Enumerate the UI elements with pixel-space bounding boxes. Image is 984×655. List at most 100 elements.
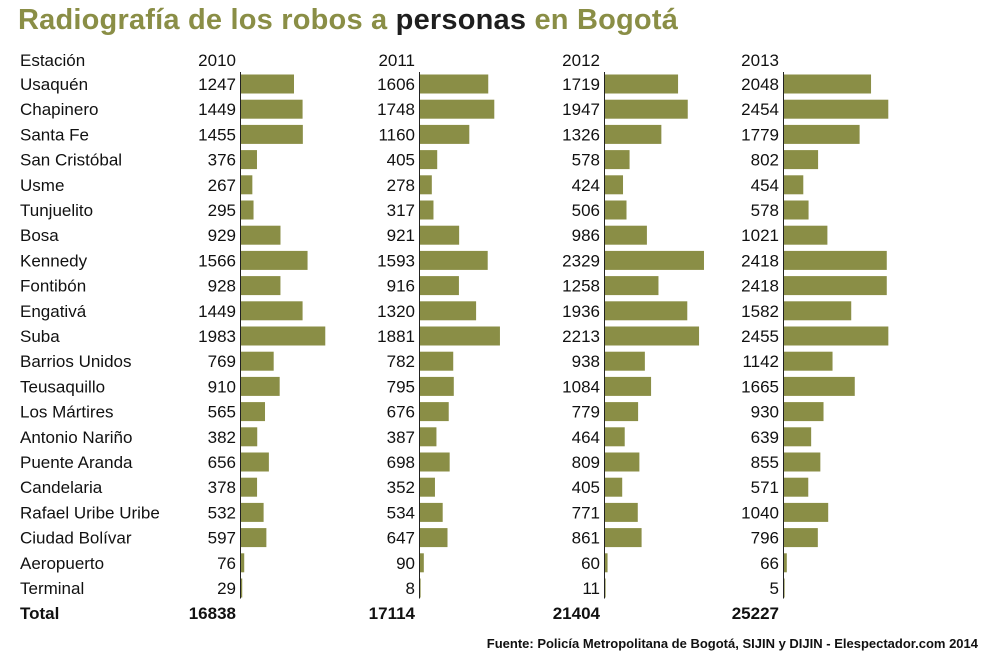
data-bar <box>241 175 253 195</box>
data-bar <box>420 528 448 548</box>
data-bar <box>605 175 624 195</box>
data-bar <box>241 402 266 422</box>
data-value-label: 376 <box>208 151 236 170</box>
data-bar <box>241 553 245 573</box>
series-year-label: 2011 <box>378 51 415 70</box>
category-label: Barrios Unidos <box>20 352 132 371</box>
data-value-label: 1258 <box>562 277 600 296</box>
data-value-label: 1160 <box>378 125 415 144</box>
series-total-value: 25227 <box>732 604 779 623</box>
category-label: Fontibón <box>20 277 86 296</box>
data-value-label: 1779 <box>741 125 779 144</box>
data-bar <box>420 376 454 396</box>
data-bar <box>784 427 812 447</box>
chart-title: Radiografía de los robos a personas en B… <box>18 4 678 37</box>
data-bar <box>420 578 421 598</box>
title-part-1: Radiografía de los robos a <box>18 4 396 36</box>
category-label: Suba <box>20 327 60 346</box>
data-value-label: 771 <box>572 503 600 522</box>
data-value-label: 802 <box>751 151 779 170</box>
data-bar <box>784 74 872 94</box>
category-label: Puente Aranda <box>20 453 133 472</box>
data-bar <box>420 477 435 497</box>
data-bar <box>605 99 688 119</box>
data-bar <box>605 225 647 245</box>
category-label: Santa Fe <box>20 125 89 144</box>
total-label: Total <box>20 604 59 623</box>
data-value-label: 861 <box>572 529 600 548</box>
data-value-label: 921 <box>387 226 415 245</box>
data-bar <box>420 200 434 220</box>
data-value-label: 506 <box>572 201 600 220</box>
data-bar <box>420 502 443 522</box>
data-bar <box>605 452 640 472</box>
data-value-label: 1947 <box>562 100 600 119</box>
source-note: Fuente: Policía Metropolitana de Bogotá,… <box>486 636 978 651</box>
data-bar <box>605 502 638 522</box>
data-bar <box>241 427 258 447</box>
data-bar <box>420 124 470 144</box>
data-value-label: 1881 <box>377 327 415 346</box>
data-bar <box>784 528 818 548</box>
data-bar <box>605 376 652 396</box>
data-value-label: 1665 <box>741 377 779 396</box>
data-value-label: 2329 <box>562 251 600 270</box>
series-total-value: 21404 <box>553 604 601 623</box>
data-value-label: 795 <box>387 377 415 396</box>
data-bar <box>241 99 303 119</box>
data-bar <box>605 427 625 447</box>
data-value-label: 11 <box>582 579 600 598</box>
data-value-label: 565 <box>208 403 236 422</box>
category-label: Antonio Nariño <box>20 428 132 447</box>
data-bar <box>420 553 424 573</box>
data-bar <box>241 326 326 346</box>
data-value-label: 464 <box>572 428 600 447</box>
data-value-label: 405 <box>387 151 415 170</box>
data-value-label: 378 <box>208 478 236 497</box>
data-value-label: 1748 <box>377 100 415 119</box>
category-label: Aeropuerto <box>20 554 104 573</box>
data-bar <box>605 74 679 94</box>
category-label: Tunjuelito <box>20 201 93 220</box>
data-value-label: 60 <box>581 554 600 573</box>
data-bar <box>241 452 269 472</box>
data-bar <box>241 477 258 497</box>
data-value-label: 1566 <box>198 251 236 270</box>
data-value-label: 1983 <box>198 327 236 346</box>
data-value-label: 76 <box>217 554 236 573</box>
data-value-label: 1021 <box>741 226 779 245</box>
data-value-label: 387 <box>387 428 415 447</box>
data-bar <box>784 477 809 497</box>
data-value-label: 571 <box>751 478 779 497</box>
data-value-label: 1593 <box>377 251 415 270</box>
data-value-label: 855 <box>751 453 779 472</box>
data-value-label: 929 <box>208 226 236 245</box>
data-bar <box>784 225 828 245</box>
data-bar <box>420 99 495 119</box>
data-bar <box>241 74 294 94</box>
data-value-label: 647 <box>387 529 415 548</box>
data-bar <box>784 376 855 396</box>
data-value-label: 809 <box>572 453 600 472</box>
data-bar <box>241 376 280 396</box>
data-bar <box>605 351 645 371</box>
data-bar <box>605 326 700 346</box>
data-bar <box>605 553 608 573</box>
data-value-label: 656 <box>208 453 236 472</box>
data-value-label: 1582 <box>741 302 779 321</box>
data-bar <box>420 301 477 321</box>
data-bar <box>241 528 267 548</box>
data-value-label: 454 <box>751 176 779 195</box>
data-value-label: 2213 <box>562 327 600 346</box>
data-bar <box>420 427 437 447</box>
title-part-3: en Bogotá <box>526 4 679 36</box>
data-bar <box>420 175 432 195</box>
title-part-2: personas <box>395 4 527 36</box>
data-bar <box>241 124 303 144</box>
category-label: Usaquén <box>20 75 88 94</box>
category-label: Rafael Uribe Uribe <box>20 503 160 522</box>
data-value-label: 1320 <box>377 302 415 321</box>
data-bar <box>605 150 630 170</box>
data-bar <box>241 301 303 321</box>
data-value-label: 1247 <box>198 75 236 94</box>
